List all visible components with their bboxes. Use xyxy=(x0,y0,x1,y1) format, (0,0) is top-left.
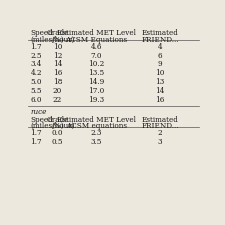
Text: 22: 22 xyxy=(53,96,62,104)
Text: 2.5: 2.5 xyxy=(30,52,42,60)
Text: 4.2: 4.2 xyxy=(30,69,42,77)
Text: 19.3: 19.3 xyxy=(88,96,104,104)
Text: 2: 2 xyxy=(158,129,162,137)
Text: (%): (%) xyxy=(51,36,64,44)
Text: 3.5: 3.5 xyxy=(91,138,102,146)
Text: 1.7: 1.7 xyxy=(30,138,42,146)
Text: 3: 3 xyxy=(158,138,162,146)
Text: FRIEND...: FRIEND... xyxy=(141,36,179,44)
Text: 4.6: 4.6 xyxy=(91,43,102,51)
Text: 5.0: 5.0 xyxy=(30,78,42,86)
Text: Estimated MET Level: Estimated MET Level xyxy=(57,29,136,37)
Text: 7.0: 7.0 xyxy=(91,52,102,60)
Text: 13: 13 xyxy=(155,78,164,86)
Text: 14.9: 14.9 xyxy=(88,78,104,86)
Text: 10: 10 xyxy=(53,43,62,51)
Text: FRIEND...: FRIEND... xyxy=(141,122,179,130)
Text: Estimated: Estimated xyxy=(142,29,178,37)
Text: 16: 16 xyxy=(53,69,62,77)
Text: 5.5: 5.5 xyxy=(30,87,42,95)
Text: Speed: Speed xyxy=(30,29,53,37)
Text: 1.7: 1.7 xyxy=(30,43,42,51)
Text: 13.5: 13.5 xyxy=(88,69,104,77)
Text: 2.3: 2.3 xyxy=(91,129,102,137)
Text: (miles/hour): (miles/hour) xyxy=(30,122,75,130)
Text: 9: 9 xyxy=(158,61,162,68)
Text: 14: 14 xyxy=(155,87,164,95)
Text: Grade: Grade xyxy=(46,29,69,37)
Text: 17.0: 17.0 xyxy=(88,87,104,95)
Text: 0.0: 0.0 xyxy=(52,129,63,137)
Text: 20: 20 xyxy=(53,87,62,95)
Text: Estimated MET Level: Estimated MET Level xyxy=(57,116,136,124)
Text: 14: 14 xyxy=(53,61,62,68)
Text: 18: 18 xyxy=(53,78,62,86)
Text: 1.7: 1.7 xyxy=(30,129,42,137)
Text: 16: 16 xyxy=(155,96,164,104)
Text: (miles/hour): (miles/hour) xyxy=(30,36,75,44)
Text: 6.0: 6.0 xyxy=(30,96,42,104)
Text: 12: 12 xyxy=(53,52,62,60)
Text: ACSM Equations: ACSM Equations xyxy=(65,36,127,44)
Text: Estimated: Estimated xyxy=(142,116,178,124)
Text: 3.4: 3.4 xyxy=(30,61,42,68)
Text: ruce: ruce xyxy=(30,108,47,116)
Text: ACSM equations: ACSM equations xyxy=(66,122,127,130)
Text: 6: 6 xyxy=(158,52,162,60)
Text: 4: 4 xyxy=(158,43,162,51)
Text: 10: 10 xyxy=(155,69,164,77)
Text: 10.2: 10.2 xyxy=(88,61,104,68)
Text: Grade: Grade xyxy=(46,116,69,124)
Text: Speed: Speed xyxy=(30,116,53,124)
Text: 0.5: 0.5 xyxy=(52,138,63,146)
Text: (%): (%) xyxy=(51,122,64,130)
